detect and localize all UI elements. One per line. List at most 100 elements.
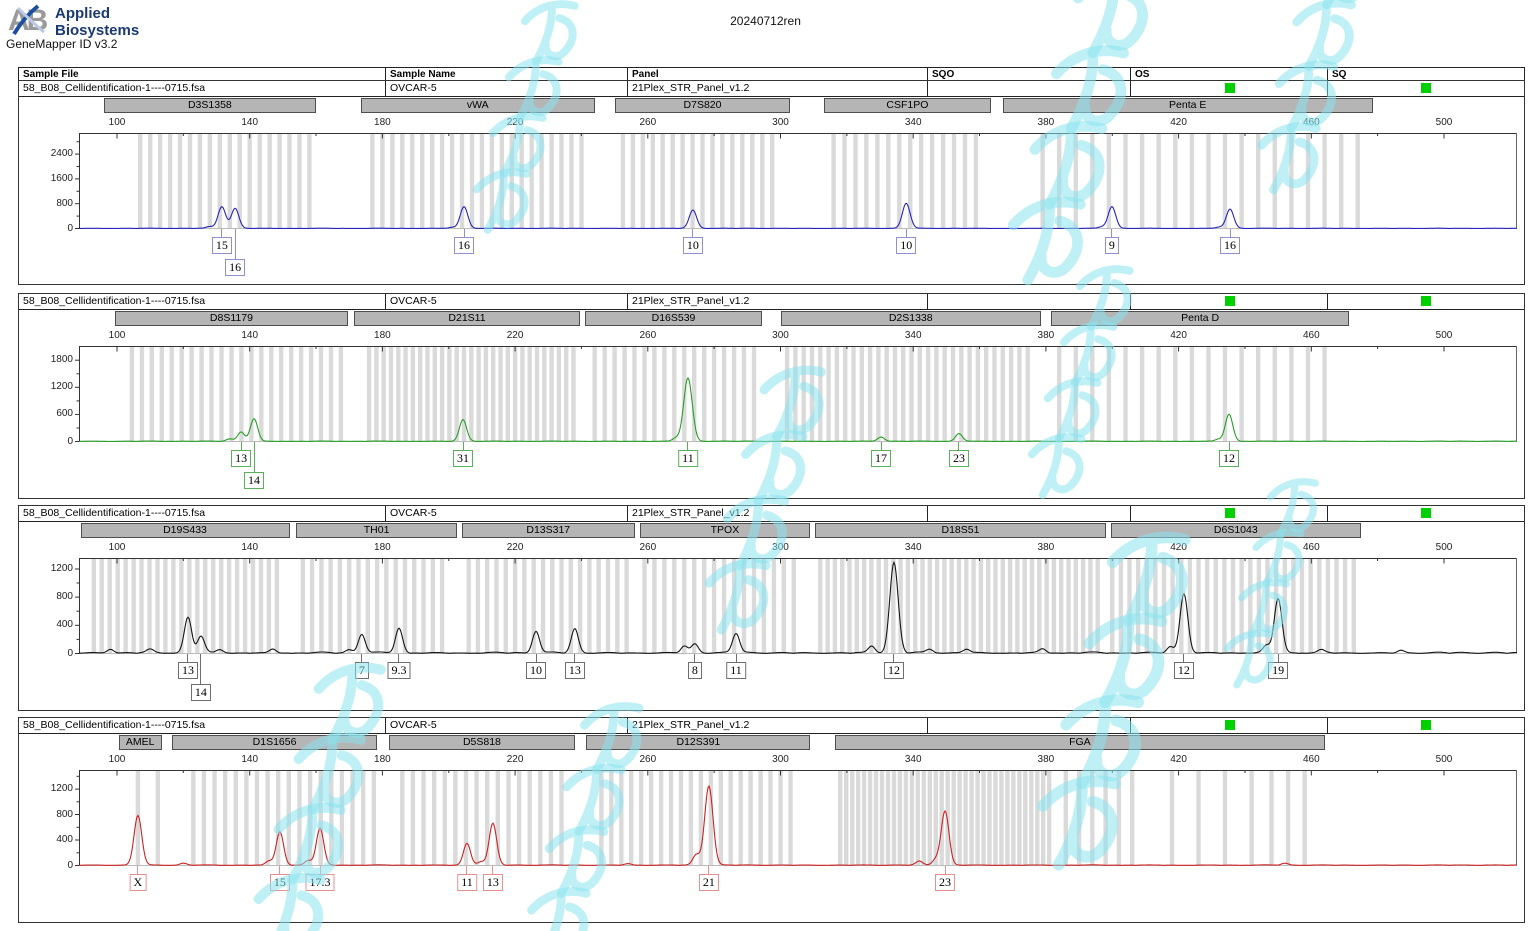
os-status-square <box>1224 508 1235 518</box>
allele-label[interactable]: 15 <box>269 874 290 891</box>
y-axis-tick-label: 1200 <box>50 381 73 393</box>
allele-label[interactable]: 21 <box>698 874 719 891</box>
x-axis-tick-label: 340 <box>904 330 922 341</box>
allele-connector-line <box>687 442 689 451</box>
allele-label[interactable]: 13 <box>177 662 198 679</box>
allele-label[interactable]: 9.3 <box>387 662 411 679</box>
y-axis-tick-label: 600 <box>56 408 73 420</box>
allele-connector-line <box>137 866 139 875</box>
column-header-panel: Panel <box>632 69 659 80</box>
allele-connector-line <box>187 654 189 663</box>
allele-label[interactable]: 9 <box>1104 237 1119 254</box>
allele-label[interactable]: 10 <box>896 237 917 254</box>
sample-file: 58_B08_Cellidentification-1----0715.fsa <box>23 295 206 307</box>
allele-label[interactable]: 19 <box>1268 662 1289 679</box>
allele-label[interactable]: 14 <box>244 472 264 489</box>
allele-label[interactable]: 12 <box>883 662 904 679</box>
allele-label[interactable]: 23 <box>948 450 969 467</box>
allele-connector-line <box>535 654 537 663</box>
allele-label[interactable]: 11 <box>726 662 746 679</box>
panel-name: 21Plex_STR_Panel_v1.2 <box>632 295 750 307</box>
allele-connector-line <box>234 229 236 260</box>
x-axis-tick-label: 500 <box>1435 330 1453 341</box>
allele-label[interactable]: 16 <box>454 237 474 254</box>
x-axis-tick-label: 380 <box>1037 330 1055 341</box>
allele-label[interactable]: 14 <box>190 684 211 701</box>
column-divider <box>385 68 386 81</box>
allele-label[interactable]: 23 <box>935 874 956 891</box>
allele-label[interactable]: 7 <box>354 662 369 679</box>
marker-box-penta-e: Penta E <box>1002 98 1373 113</box>
allele-label[interactable]: 31 <box>453 450 473 467</box>
allele-connector-line <box>708 866 710 875</box>
sample-name: OVCAR-5 <box>390 82 437 94</box>
allele-label[interactable]: 17.3 <box>305 874 335 891</box>
y-axis-tick-label: 400 <box>56 619 73 631</box>
marker-box-d6s1043: D6S1043 <box>1110 523 1362 538</box>
x-axis-tick-label: 140 <box>241 117 259 128</box>
app-version: GeneMapper ID v3.2 <box>6 37 118 51</box>
sq-status-square <box>1421 83 1431 93</box>
allele-label[interactable]: 15 <box>211 237 232 254</box>
allele-label[interactable]: 13 <box>482 874 503 891</box>
allele-label[interactable]: 13 <box>564 662 585 679</box>
allele-label[interactable]: 11 <box>457 874 477 891</box>
x-axis-tick-label: 220 <box>506 117 524 128</box>
y-axis-tick-label: 0 <box>67 647 73 659</box>
column-divider <box>627 81 628 96</box>
x-axis-tick-label: 220 <box>506 330 524 341</box>
column-divider <box>1327 718 1328 733</box>
x-axis-tick-label: 500 <box>1435 117 1453 128</box>
y-axis-tick-label: 0 <box>67 859 73 871</box>
x-axis-tick-label: 140 <box>241 542 259 553</box>
x-axis-tick-label: 380 <box>1037 117 1055 128</box>
column-divider <box>627 294 628 309</box>
column-header-sample-name: Sample Name <box>390 69 456 80</box>
column-divider <box>927 68 928 81</box>
panel-name: 21Plex_STR_Panel_v1.2 <box>632 507 750 519</box>
allele-connector-line <box>200 654 202 685</box>
sample-name: OVCAR-5 <box>390 295 437 307</box>
x-axis-tick-label: 500 <box>1435 754 1453 765</box>
panel-name: 21Plex_STR_Panel_v1.2 <box>632 82 750 94</box>
column-divider <box>627 506 628 521</box>
allele-label[interactable]: 12 <box>1173 662 1194 679</box>
allele-label[interactable]: 17 <box>871 450 892 467</box>
allele-label[interactable]: 16 <box>1220 237 1241 254</box>
marker-box-amel: AMEL <box>118 735 162 750</box>
sample-file: 58_B08_Cellidentification-1----0715.fsa <box>23 719 206 731</box>
panel-name: 21Plex_STR_Panel_v1.2 <box>632 719 750 731</box>
allele-label[interactable]: 12 <box>1219 450 1240 467</box>
trace-plot-red <box>75 770 1517 866</box>
x-axis-tick-label: 300 <box>772 754 789 765</box>
x-axis-tick-label: 460 <box>1302 117 1320 128</box>
x-axis-tick-label: 420 <box>1170 754 1187 765</box>
y-axis-tick-label: 1200 <box>50 562 73 574</box>
allele-connector-line <box>905 229 907 238</box>
x-axis-tick-label: 460 <box>1302 330 1320 341</box>
allele-label[interactable]: 10 <box>682 237 703 254</box>
allele-connector-line <box>221 229 223 238</box>
os-status-square <box>1224 83 1235 93</box>
allele-label[interactable]: 10 <box>526 662 546 679</box>
allele-label[interactable]: 8 <box>687 662 702 679</box>
trace-plot-green <box>75 346 1517 442</box>
allele-connector-line <box>462 442 464 451</box>
column-divider <box>927 294 928 309</box>
marker-box-d7s820: D7S820 <box>614 98 791 113</box>
marker-box-d16s539: D16S539 <box>584 311 763 326</box>
allele-label[interactable]: X <box>129 874 147 891</box>
sample-name: OVCAR-5 <box>390 719 437 731</box>
column-divider <box>927 506 928 521</box>
x-axis-tick-label: 180 <box>374 330 391 341</box>
allele-connector-line <box>944 866 946 875</box>
x-axis-tick-label: 100 <box>108 542 126 553</box>
allele-label[interactable]: 11 <box>678 450 698 467</box>
column-divider <box>1130 81 1131 96</box>
allele-label[interactable]: 13 <box>231 450 252 467</box>
allele-connector-line <box>880 442 882 451</box>
marker-box-d3s1358: D3S1358 <box>103 98 317 113</box>
allele-label[interactable]: 16 <box>225 259 246 276</box>
marker-box-d1s1656: D1S1656 <box>171 735 378 750</box>
allele-connector-line <box>466 866 468 875</box>
